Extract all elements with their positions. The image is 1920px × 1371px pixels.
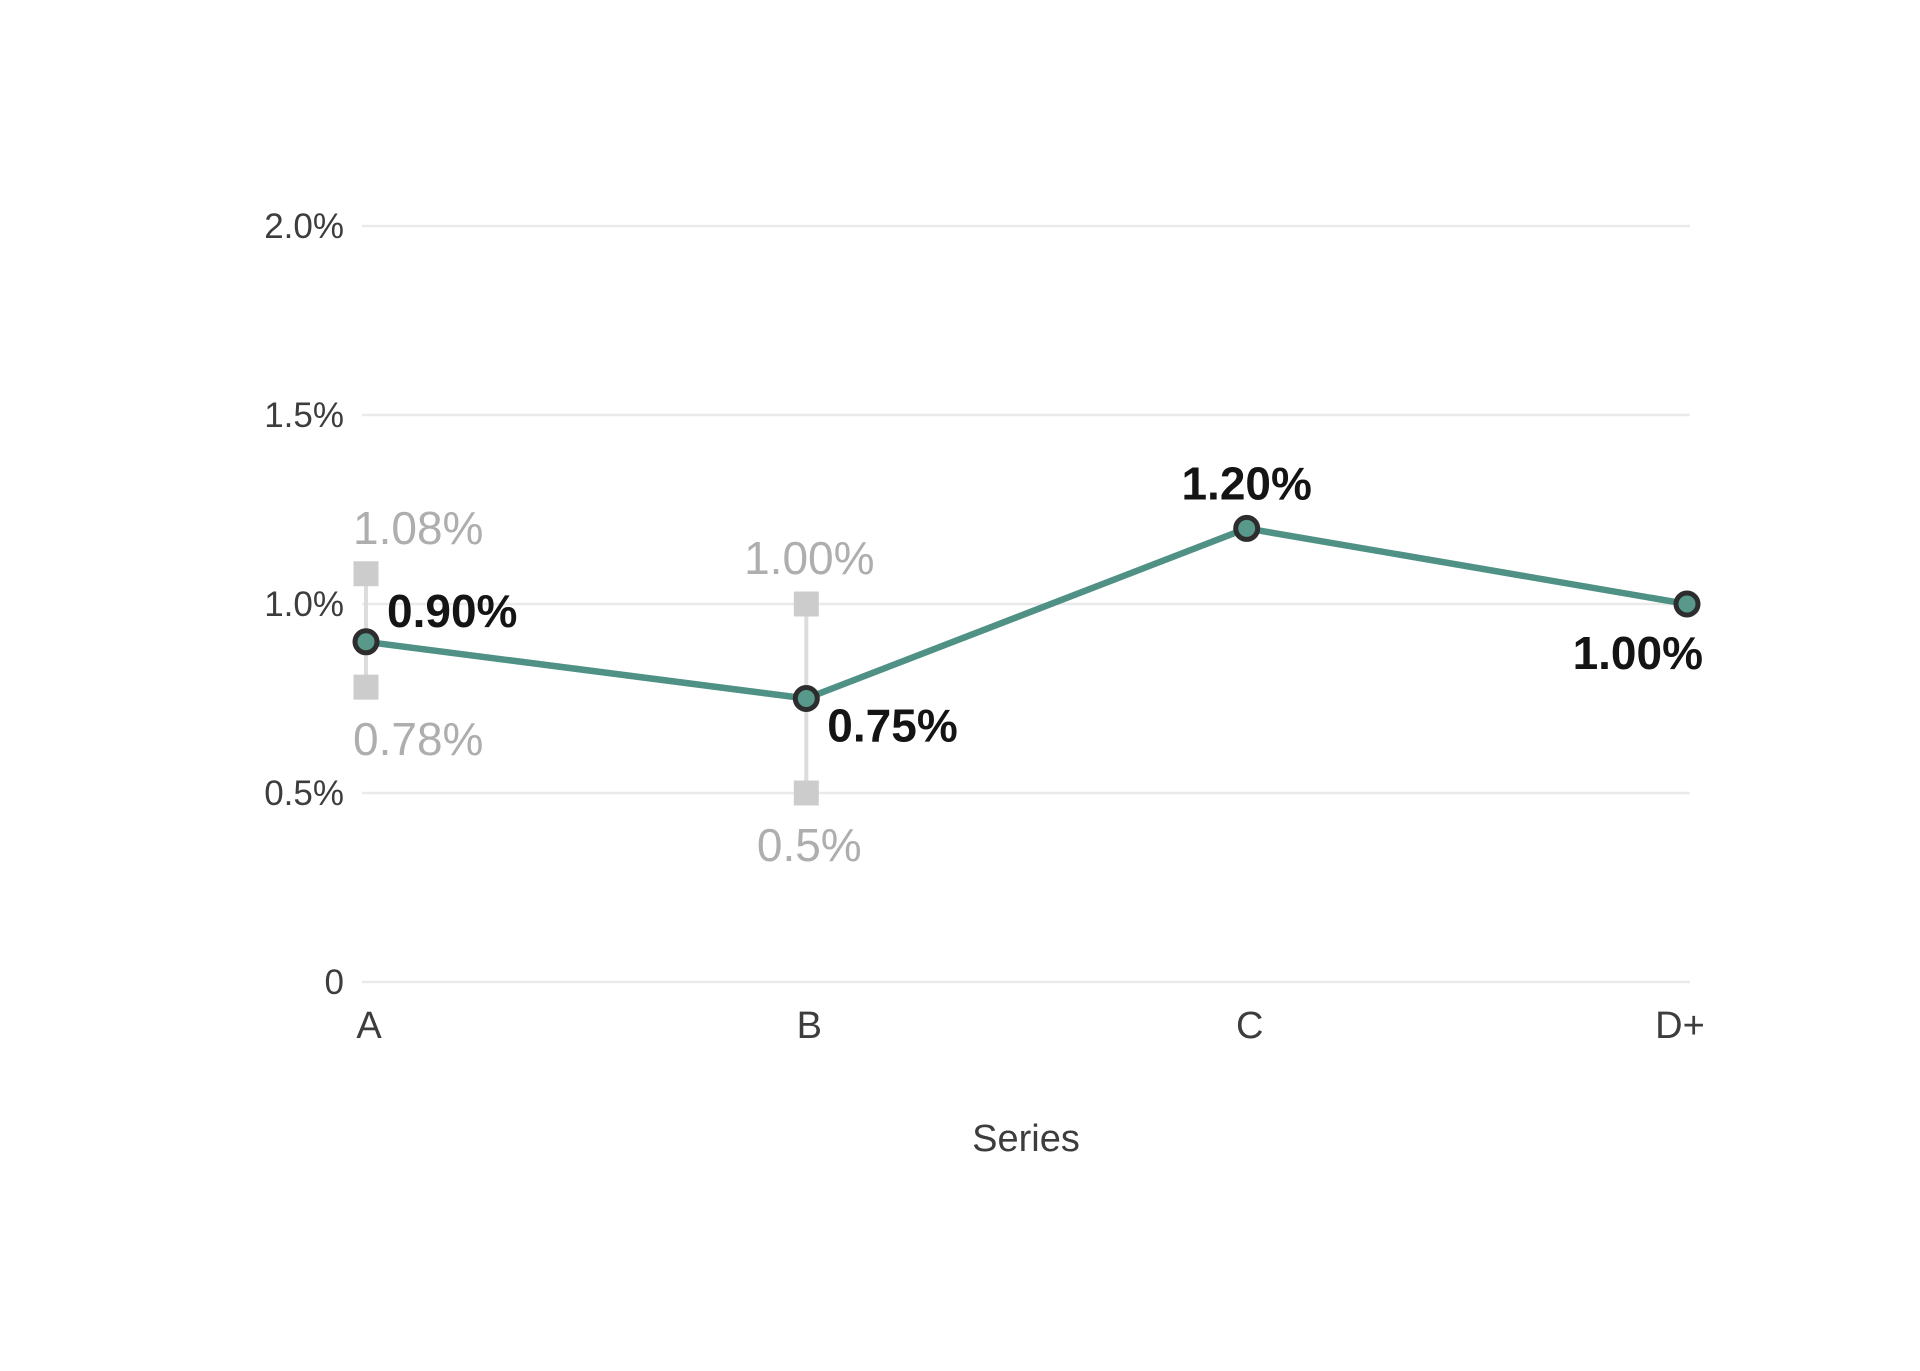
error-bar-high-marker [793,591,819,617]
data-point-label: 1.00% [1573,627,1703,679]
x-axis-title: Series [972,1118,1080,1160]
y-tick-label: 1.5% [264,396,344,435]
x-tick-label: C [1236,1005,1263,1047]
y-tick-label: 0.5% [264,774,344,813]
error-bar-low-marker [353,674,379,700]
data-point-c[interactable] [1233,514,1261,542]
error-bar-high-marker [353,561,379,587]
data-point-label: 0.75% [827,700,957,752]
x-tick-label: D+ [1655,1005,1705,1047]
y-tick-label: 1.0% [264,585,344,624]
error-bar-high-label: 1.08% [353,502,483,554]
x-tick-label: A [356,1005,382,1047]
y-tick-label: 0 [325,963,344,1002]
error-bar-low-label: 0.5% [757,819,862,871]
y-tick-label: 2.0% [264,207,344,246]
data-line [362,525,1691,702]
data-point-a[interactable] [352,628,380,656]
data-point-label: 1.20% [1181,457,1311,509]
error-bar-low-marker [793,780,819,806]
error-bar-high-label: 1.00% [744,532,874,584]
data-point-label: 0.90% [387,585,517,637]
error-bar-low-label: 0.78% [353,713,483,765]
x-tick-label: B [797,1005,822,1047]
data-point-d+[interactable] [1673,590,1701,618]
data-point-b[interactable] [792,685,820,712]
